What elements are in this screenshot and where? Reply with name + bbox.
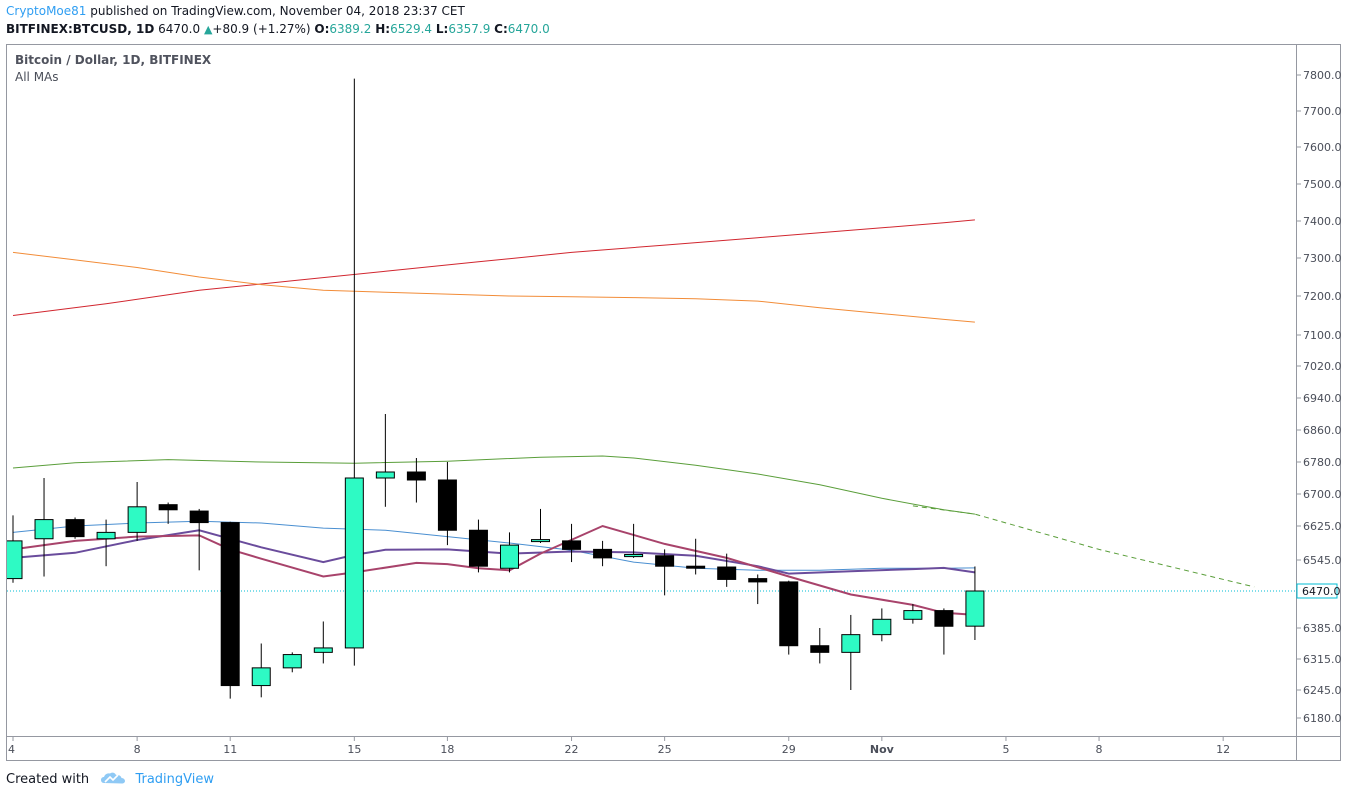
y-tick-label: 6245.0: [1303, 684, 1342, 697]
time-scale-divider[interactable]: [6, 736, 1341, 737]
candle-down: [655, 555, 675, 567]
y-tick-label: 6385.0: [1303, 622, 1342, 635]
y-tick-label: 6625.0: [1303, 520, 1342, 533]
y-tick-label: 6940.0: [1303, 392, 1342, 405]
chart-frame: [6, 44, 1341, 761]
footer: Created with TradingView: [6, 771, 214, 789]
last-price: 6470.0: [158, 22, 201, 36]
candle-up: [531, 539, 551, 543]
y-tick-label: 7600.0: [1303, 141, 1342, 154]
x-tick-label: Nov: [870, 743, 895, 756]
open-value: 6389.2: [329, 22, 372, 36]
x-tick-label: 12: [1216, 743, 1230, 756]
candle-up: [282, 654, 302, 669]
candle-down: [810, 645, 830, 653]
x-tick-label: 8: [134, 743, 141, 756]
candle-up: [903, 610, 923, 620]
created-with-text: Created with: [6, 772, 90, 787]
low-label: L:: [435, 22, 449, 36]
plot-area[interactable]: [4, 78, 1296, 699]
y-tick-label: 7400.0: [1303, 215, 1342, 228]
last-price-tag-label: 6470.0: [1302, 585, 1341, 598]
x-tick-label: 11: [223, 743, 237, 756]
tradingview-logo-icon[interactable]: [101, 772, 126, 786]
candle-down: [437, 479, 457, 531]
x-tick-label: 4: [8, 743, 15, 756]
y-tick-label: 7800.0: [1303, 69, 1342, 82]
candle-down: [748, 578, 768, 583]
moving-average-line: [12, 520, 975, 571]
candle-down: [593, 548, 613, 559]
y-tick-label: 6315.0: [1303, 653, 1342, 666]
x-tick-label: 25: [658, 743, 672, 756]
candle-up: [96, 531, 116, 540]
x-tick-label: 15: [347, 743, 361, 756]
candle-down: [562, 540, 582, 550]
high-value: 6529.4: [390, 22, 433, 36]
x-tick-label: 18: [440, 743, 454, 756]
change-text: +80.9 (+1.27%): [212, 22, 311, 36]
candle-down: [686, 565, 706, 569]
ohlc-line: BITFINEX:BTCUSD, 1D 6470.0 ▲+80.9 (+1.27…: [6, 20, 550, 39]
candle-up: [499, 544, 519, 569]
candle-up: [375, 471, 395, 479]
candle-up: [965, 590, 985, 627]
candle-up: [313, 647, 333, 653]
last-price-tag: [1296, 583, 1338, 599]
close-label: C:: [494, 22, 508, 36]
change-up-icon: ▲: [203, 23, 213, 36]
close-value: 6470.0: [507, 22, 550, 36]
y-tick-label: 7100.0: [1303, 329, 1342, 342]
moving-average-line: [12, 219, 975, 316]
y-tick-label: 6860.0: [1303, 424, 1342, 437]
candle-up: [624, 553, 644, 558]
candle-down: [468, 529, 488, 567]
y-tick-label: 6180.0: [1303, 712, 1342, 725]
candle-down: [934, 610, 954, 627]
tradingview-link[interactable]: TradingView: [135, 772, 214, 787]
candle-up: [344, 477, 364, 649]
candle-down: [158, 504, 178, 511]
high-label: H:: [375, 22, 391, 36]
candle-down: [220, 522, 240, 687]
y-tick-label: 7700.0: [1303, 105, 1342, 118]
x-tick-label: 8: [1096, 743, 1103, 756]
candle-down: [406, 471, 426, 481]
y-tick-label: 6545.0: [1303, 554, 1342, 567]
candle-down: [779, 581, 799, 647]
symbol-label: BITFINEX:BTCUSD, 1D: [6, 22, 155, 36]
y-tick-label: 7200.0: [1303, 290, 1342, 303]
y-tick-label: 7500.0: [1303, 178, 1342, 191]
x-tick-label: 22: [565, 743, 579, 756]
ma-projection-line: [912, 505, 1255, 588]
legend-title: Bitcoin / Dollar, 1D, BITFINEX: [15, 53, 212, 67]
y-tick-label: 7020.0: [1303, 360, 1342, 373]
legend-subtitle: All MAs: [15, 70, 59, 84]
candle-up: [34, 519, 54, 540]
candle-up: [872, 618, 892, 636]
candle-down: [717, 566, 737, 580]
candle-down: [189, 510, 209, 524]
x-tick-label: 5: [1002, 743, 1009, 756]
chart-legend: Bitcoin / Dollar, 1D, BITFINEX All MAs: [15, 52, 211, 86]
candle-up: [7, 540, 23, 580]
price-scale-divider[interactable]: [1296, 44, 1297, 761]
published-text: published on TradingView.com, November 0…: [86, 4, 465, 18]
x-tick-label: 29: [782, 743, 796, 756]
candle-up: [127, 506, 147, 533]
y-tick-label: 7300.0: [1303, 252, 1342, 265]
publish-header: CryptoMoe81 published on TradingView.com…: [6, 2, 550, 39]
open-label: O:: [314, 22, 330, 36]
candle-up: [841, 634, 861, 653]
publish-line: CryptoMoe81 published on TradingView.com…: [6, 2, 550, 20]
moving-average-line: [12, 251, 975, 323]
author-link[interactable]: CryptoMoe81: [6, 4, 87, 18]
y-tick-label: 6700.0: [1303, 488, 1342, 501]
y-tick-label: 6780.0: [1303, 456, 1342, 469]
moving-average-line: [12, 455, 975, 515]
low-value: 6357.9: [448, 22, 491, 36]
candle-down: [65, 519, 85, 538]
candle-up: [251, 667, 271, 687]
